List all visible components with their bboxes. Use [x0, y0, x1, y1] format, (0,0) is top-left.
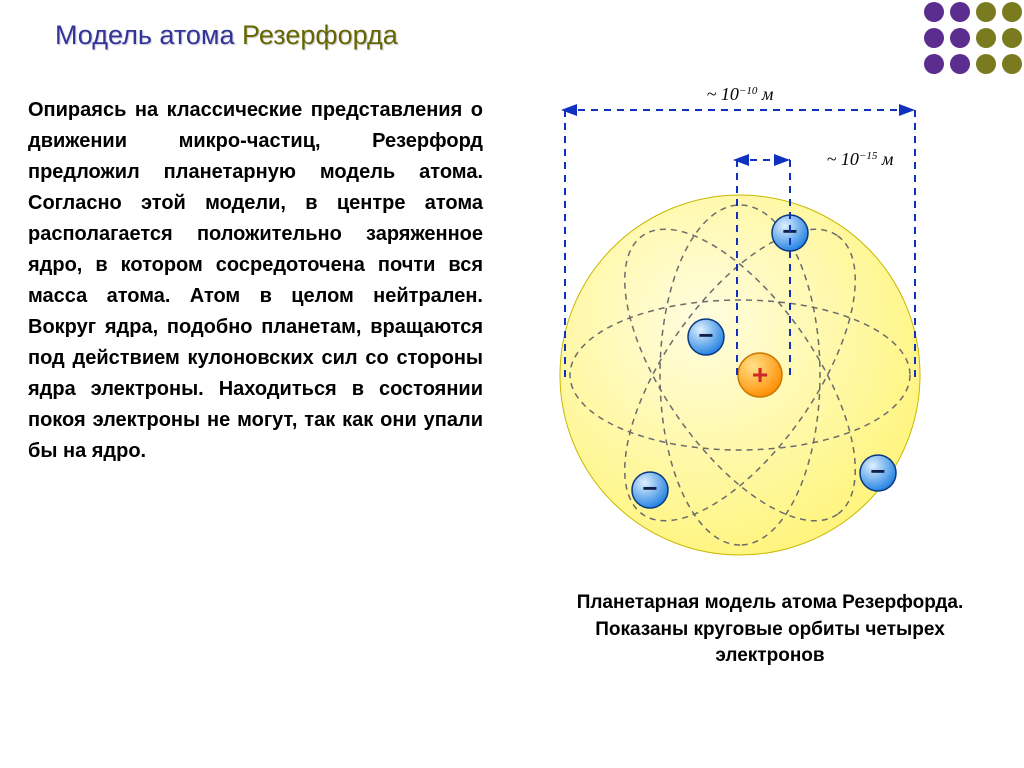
dimension-label-atom: ~ 10−10 м [707, 84, 774, 104]
corner-dot [976, 2, 996, 22]
corner-dot [1002, 28, 1022, 48]
corner-dot [924, 28, 944, 48]
electron-label: − [642, 473, 657, 503]
atom-svg: +−−−−~ 10−10 м~ 10−15 м [530, 75, 990, 575]
electron-label: − [698, 320, 713, 350]
corner-dot-decoration [924, 2, 1022, 74]
corner-dot [950, 28, 970, 48]
caption-line-1: Планетарная модель атома Резерфорда. [560, 590, 980, 617]
corner-dot [924, 54, 944, 74]
title-part1: Модель атома [55, 20, 242, 50]
body-paragraph: Опираясь на классические представления о… [28, 95, 483, 467]
caption-line-2: Показаны круговые орбиты четырех электро… [560, 617, 980, 670]
corner-dot [976, 28, 996, 48]
atom-diagram: +−−−−~ 10−10 м~ 10−15 м [530, 75, 990, 575]
electron-label: − [870, 456, 885, 486]
corner-dot [950, 54, 970, 74]
dimension-label-nucleus: ~ 10−15 м [827, 149, 894, 169]
corner-dot [1002, 2, 1022, 22]
corner-dot [950, 2, 970, 22]
corner-dot [924, 2, 944, 22]
corner-dot [1002, 54, 1022, 74]
title-part2: Резерфорда [242, 20, 398, 50]
nucleus-label: + [752, 359, 768, 390]
diagram-caption: Планетарная модель атома Резерфорда. Пок… [560, 590, 980, 670]
corner-dot [976, 54, 996, 74]
page-title: Модель атома Резерфорда [55, 20, 398, 51]
